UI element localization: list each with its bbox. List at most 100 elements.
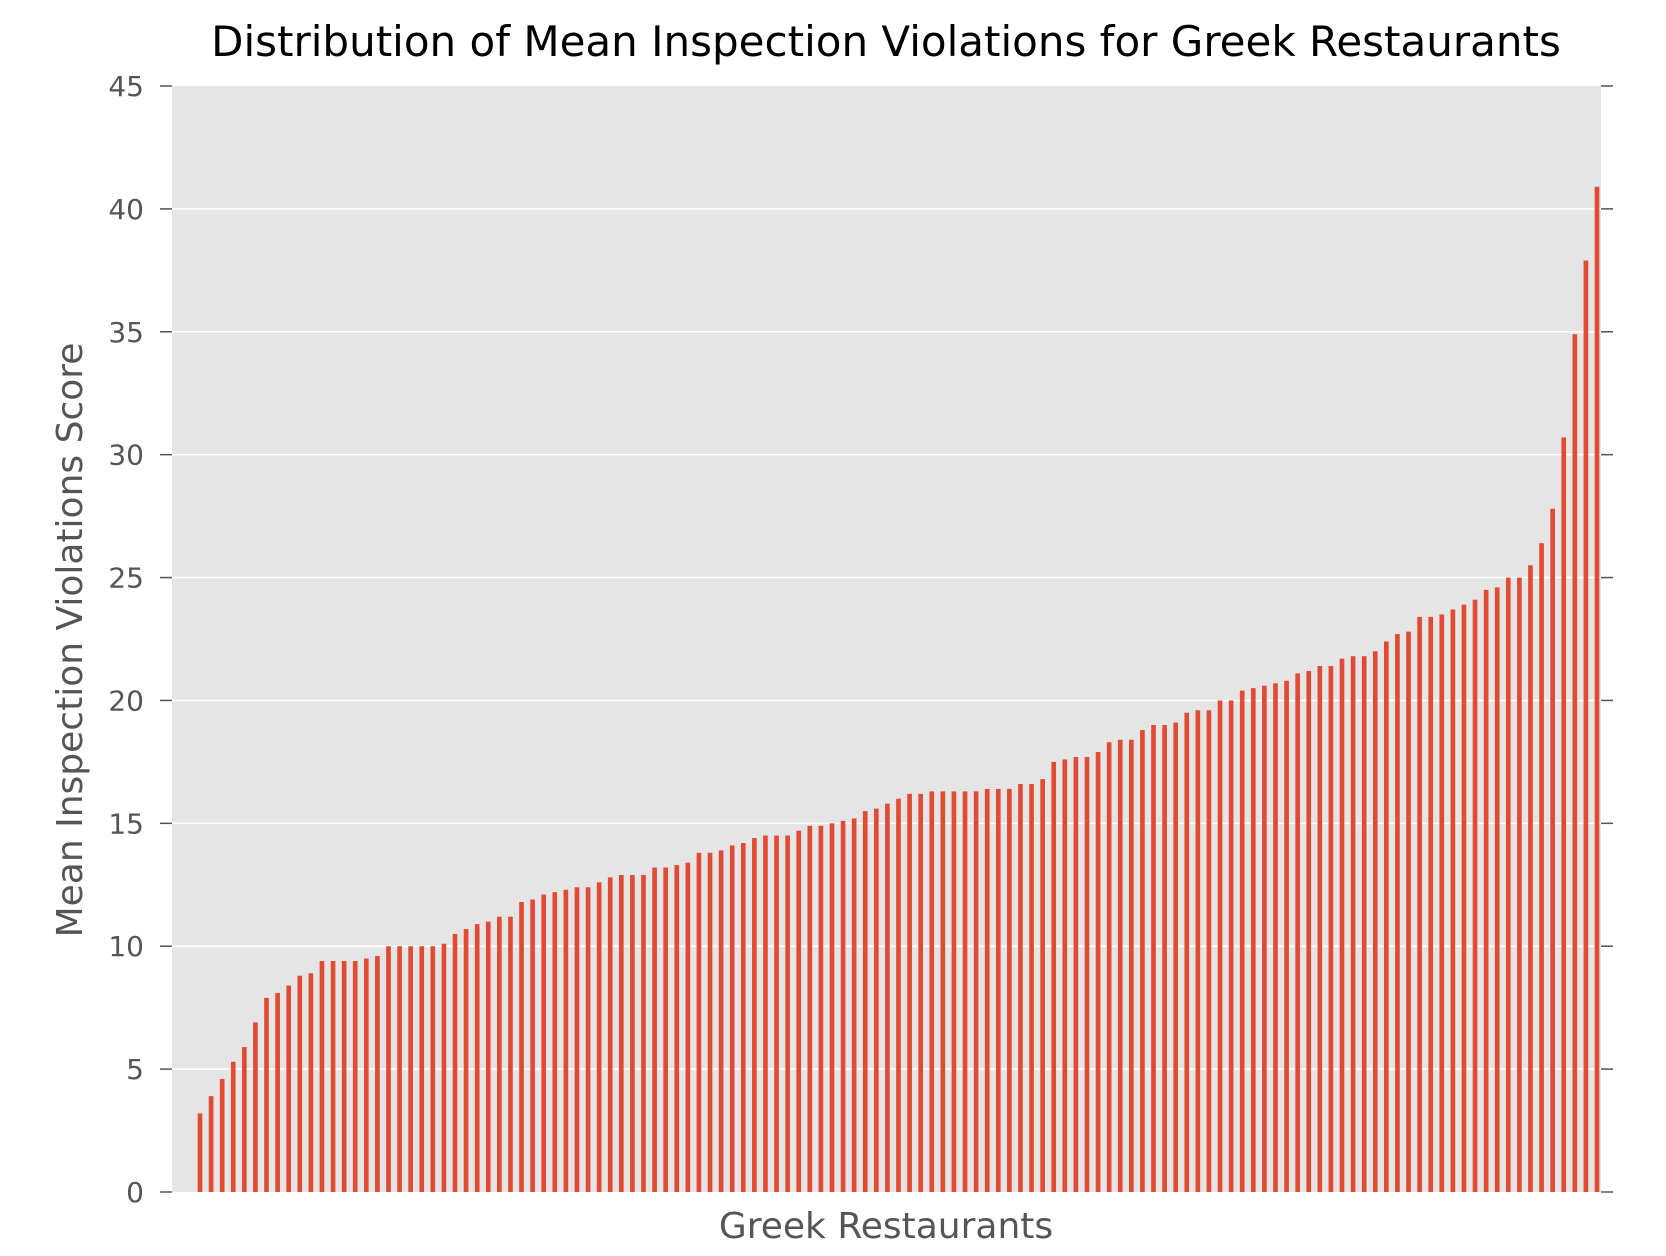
bar — [1384, 641, 1389, 1192]
bar — [862, 811, 868, 1192]
bar — [230, 1061, 236, 1192]
bar — [452, 933, 458, 1192]
bar — [707, 852, 713, 1192]
bar — [1206, 710, 1212, 1192]
y-tick-label: 20 — [108, 684, 144, 717]
bar — [430, 946, 436, 1192]
bar — [1372, 651, 1378, 1192]
bar — [840, 820, 846, 1192]
bar — [1040, 779, 1045, 1192]
bar — [1228, 700, 1234, 1192]
bar — [1539, 543, 1544, 1192]
bar — [1073, 756, 1079, 1192]
bar — [696, 852, 702, 1192]
bar — [674, 865, 680, 1192]
bar — [352, 960, 358, 1192]
bar — [1406, 631, 1411, 1192]
bar — [1239, 690, 1245, 1192]
bar — [752, 838, 757, 1192]
bar — [1494, 587, 1500, 1192]
bar — [829, 823, 835, 1192]
bar — [508, 916, 513, 1192]
bar — [541, 894, 547, 1192]
bar — [907, 793, 912, 1192]
bar — [1018, 784, 1023, 1192]
bar — [1461, 604, 1467, 1192]
bar — [419, 946, 425, 1192]
bar — [519, 901, 524, 1192]
bar — [1428, 616, 1434, 1192]
bar — [630, 874, 635, 1192]
bar — [1051, 761, 1057, 1192]
bar — [596, 882, 602, 1192]
bar — [1151, 725, 1156, 1192]
bar — [818, 825, 824, 1192]
bar — [1106, 742, 1112, 1192]
bar — [1250, 688, 1256, 1192]
bar — [618, 874, 624, 1192]
bar — [807, 825, 813, 1192]
bar — [1007, 788, 1012, 1192]
bar — [1273, 683, 1278, 1192]
bar — [308, 973, 314, 1192]
y-tick-label: 10 — [108, 930, 144, 963]
bar — [740, 843, 746, 1192]
bar — [197, 1113, 203, 1192]
bar — [1328, 666, 1334, 1192]
bar — [530, 899, 535, 1192]
y-axis-ticks: 0 5 10 15 20 25 30 35 40 45 — [108, 70, 1613, 1209]
bar — [1062, 759, 1068, 1192]
bar — [563, 889, 569, 1192]
bar — [408, 946, 413, 1192]
bar — [685, 862, 691, 1192]
bar — [1350, 656, 1356, 1192]
y-tick-label: 15 — [108, 807, 144, 840]
y-tick-label: 5 — [126, 1053, 144, 1086]
bar — [1095, 752, 1101, 1192]
bar — [341, 960, 347, 1192]
bar — [641, 874, 646, 1192]
bar — [1173, 722, 1179, 1192]
bar — [208, 1096, 214, 1192]
bar — [973, 791, 979, 1192]
bar — [663, 867, 668, 1192]
bar — [1483, 589, 1489, 1192]
bars — [197, 186, 1600, 1193]
bar — [1505, 577, 1511, 1192]
bar — [1561, 437, 1567, 1193]
bar — [763, 835, 768, 1192]
bar — [652, 867, 657, 1192]
bar — [962, 791, 968, 1192]
chart-title: Distribution of Mean Inspection Violatio… — [211, 17, 1561, 66]
bar — [286, 985, 292, 1192]
bar — [918, 793, 924, 1192]
bar — [1517, 577, 1522, 1192]
bar — [1162, 725, 1167, 1192]
bar — [552, 892, 558, 1192]
bar — [1084, 756, 1090, 1192]
bar — [851, 818, 857, 1192]
bar — [1140, 729, 1145, 1192]
bar — [1184, 712, 1190, 1192]
bar — [275, 992, 280, 1192]
bar — [995, 788, 1001, 1192]
bar — [885, 803, 890, 1192]
bar — [1583, 260, 1589, 1192]
bar — [1361, 656, 1367, 1192]
bar — [1417, 616, 1422, 1192]
bar — [585, 887, 591, 1192]
bar — [1195, 710, 1201, 1192]
bar — [1594, 186, 1600, 1192]
y-tick-label: 30 — [108, 439, 144, 472]
bar — [375, 956, 380, 1192]
bar — [929, 791, 935, 1192]
bar — [1472, 599, 1478, 1192]
y-tick-label: 45 — [108, 70, 144, 103]
bar — [1317, 666, 1323, 1192]
bar — [242, 1046, 247, 1192]
bar — [386, 946, 391, 1192]
bar — [951, 791, 957, 1192]
bar — [485, 921, 491, 1192]
bar — [219, 1078, 225, 1192]
